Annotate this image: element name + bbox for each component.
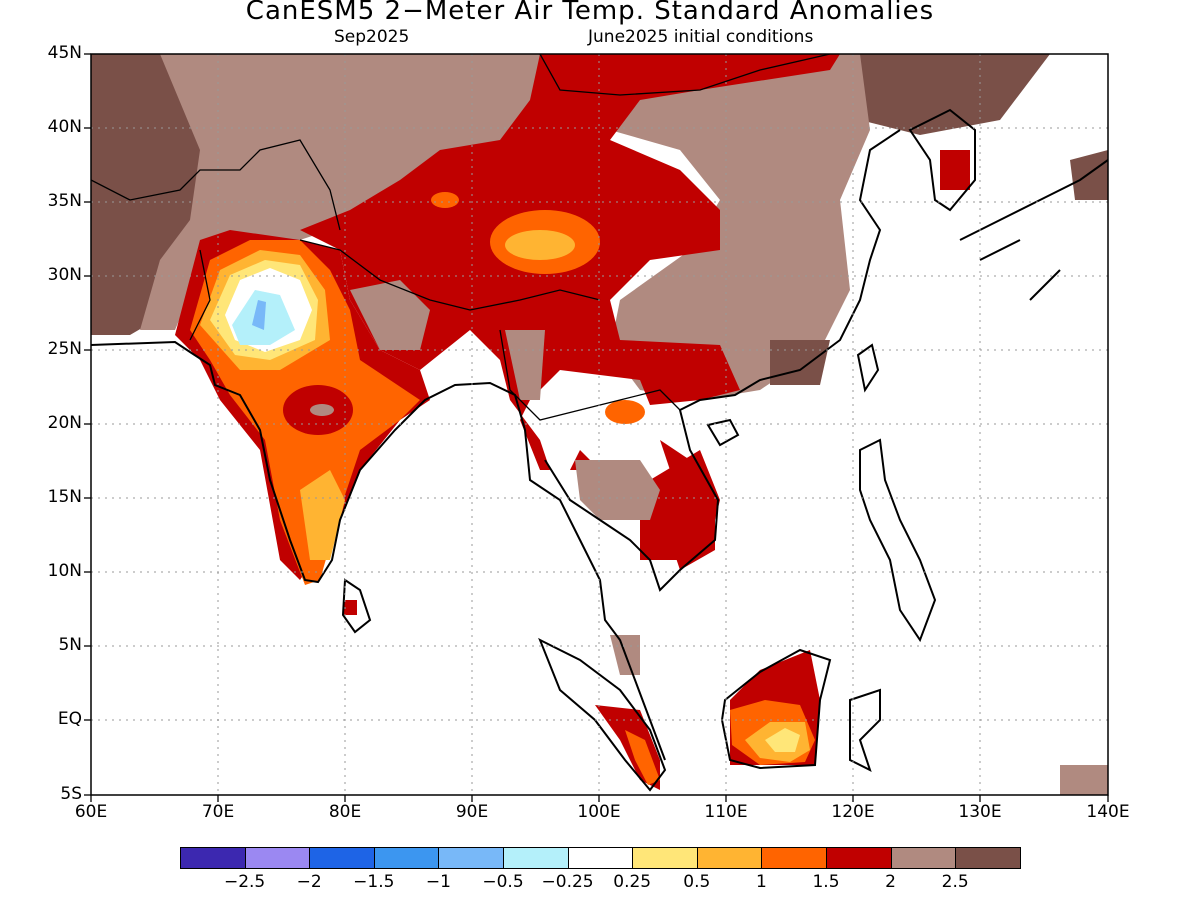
- lat-label: 10N: [47, 561, 82, 581]
- anomaly-region-thailand: [575, 460, 660, 520]
- border-himalaya: [299, 239, 601, 311]
- colorbar-label: −0.5: [482, 872, 524, 892]
- colorbar-label: −2.5: [223, 872, 266, 892]
- lon-label: 140E: [1086, 802, 1130, 822]
- anomaly-spot-srilanka: [343, 600, 357, 615]
- coastline-japan: [959, 159, 1108, 301]
- gridlines: [91, 54, 1108, 795]
- coastline-korea: [908, 108, 976, 212]
- anomaly-region-myanmar: [505, 330, 545, 400]
- colorbar-swatch: [244, 847, 311, 869]
- chart-title: CanESM5 2−Meter Air Temp. Standard Anoma…: [245, 0, 935, 26]
- lat-label: 20N: [47, 413, 82, 433]
- colorbar-swatch: [567, 847, 634, 869]
- lat-label: 35N: [47, 191, 82, 211]
- coastline-indochina: [544, 129, 901, 592]
- anomaly-region-tibet: [300, 54, 840, 560]
- axis-ticks: [84, 53, 1109, 802]
- lat-label: 40N: [47, 117, 82, 137]
- colorbar-swatch: [955, 847, 1021, 869]
- anomaly-spot-laos: [605, 400, 645, 424]
- coastline-taiwan: [856, 343, 880, 393]
- anomaly-region-vietnam: [660, 440, 715, 570]
- anomaly-region-india-south: [300, 470, 345, 560]
- colorbar-label: 0.25: [613, 872, 652, 892]
- anomaly-spot-deccan-core: [310, 404, 334, 416]
- coastline-sumatra: [538, 637, 667, 792]
- border-west-asia: [91, 139, 341, 231]
- anomaly-region-japan: [1070, 150, 1108, 200]
- forecast-month: Sep2025: [334, 27, 410, 47]
- anomaly-region-tibet-inner: [350, 280, 430, 350]
- lat-label: 30N: [47, 265, 82, 285]
- colorbar-swatch: [503, 847, 569, 869]
- anomaly-shading: [91, 54, 1108, 795]
- colorbar-swatch: [632, 847, 698, 869]
- colorbar-swatch: [826, 847, 892, 869]
- colorbar-swatch: [438, 847, 504, 869]
- lat-label: 5N: [58, 635, 82, 655]
- lat-label: 25N: [47, 339, 82, 359]
- lat-label: 5S: [60, 784, 82, 804]
- border-south-asia: [189, 249, 211, 341]
- colorbar-label: 2: [885, 872, 896, 892]
- lon-label: 70E: [201, 802, 235, 822]
- initial-conditions: June2025 initial conditions: [588, 27, 814, 47]
- colorbar-label: 1.5: [812, 872, 840, 892]
- colorbar-label: 1: [755, 872, 767, 892]
- colorbar-label: −0.25: [541, 872, 594, 892]
- anomaly-spot-central-core: [505, 230, 575, 260]
- anomaly-region-india-deepblue: [252, 300, 266, 330]
- anomaly-spot-korea: [940, 150, 970, 190]
- colorbar-label: −2: [296, 872, 322, 892]
- anomaly-spot-north: [431, 192, 459, 208]
- anomaly-spot-new-guinea: [1060, 765, 1108, 795]
- lon-label: 130E: [958, 802, 1002, 822]
- colorbar-label: 0.5: [683, 872, 711, 892]
- anomaly-region-sumatra-orange: [625, 730, 660, 785]
- coastline-hainan: [706, 418, 740, 447]
- coastline-srilanka: [341, 578, 372, 634]
- anomaly-region-borneo-light: [765, 728, 800, 752]
- colorbar-swatch: [890, 847, 957, 869]
- border-mongolia: [539, 54, 831, 96]
- coastline-arabia-india: [91, 340, 666, 761]
- anomaly-region-central-asia: [140, 54, 470, 330]
- coastline-sulawesi: [849, 688, 881, 772]
- colorbar-swatch: [180, 847, 246, 869]
- border-indochina: [499, 329, 681, 421]
- colorbar-swatch: [761, 847, 827, 869]
- lat-label: 15N: [47, 487, 82, 507]
- lat-label: 45N: [47, 43, 82, 63]
- lat-label: EQ: [57, 709, 82, 729]
- lon-label: 60E: [74, 802, 108, 822]
- coastline-philippines: [859, 438, 937, 643]
- lon-label: 110E: [704, 802, 748, 822]
- colorbar-swatch: [696, 847, 763, 869]
- colorbar-swatch: [373, 847, 440, 869]
- lon-label: 80E: [328, 802, 362, 822]
- lon-label: 100E: [577, 802, 621, 822]
- lon-label: 90E: [455, 802, 489, 822]
- lon-label: 120E: [831, 802, 875, 822]
- colorbar-label: −1: [425, 872, 451, 892]
- colorbar-swatch: [309, 847, 375, 869]
- colorbar-label: 2.5: [941, 872, 969, 892]
- coastlines: [91, 54, 1108, 792]
- anomaly-region-se-china: [770, 340, 830, 385]
- colorbar-label: −1.5: [353, 872, 395, 892]
